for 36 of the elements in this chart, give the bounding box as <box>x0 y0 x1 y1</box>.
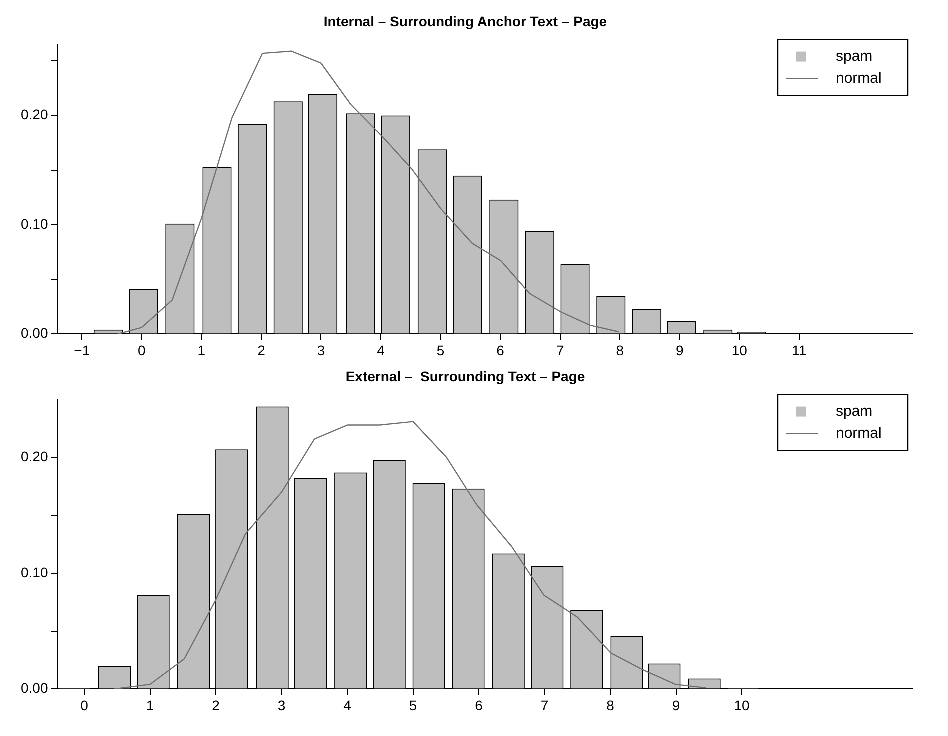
x-tick-label: 5 <box>409 697 418 714</box>
x-tick-label: 5 <box>436 342 445 358</box>
y-tick-label: 0.00 <box>21 680 48 696</box>
x-tick-label: 0 <box>138 342 146 358</box>
x-tick-label: 1 <box>146 697 154 714</box>
y-tick-label: 0.00 <box>21 325 48 342</box>
chart-title: External – Surrounding Text – Page <box>346 368 586 384</box>
x-tick-label: 9 <box>676 342 684 358</box>
x-tick-label: 6 <box>475 697 484 714</box>
x-tick-label: 3 <box>317 342 326 358</box>
x-tick-label: −1 <box>74 342 90 358</box>
legend-label: normal <box>836 70 882 87</box>
y-tick-label: 0.10 <box>21 564 48 580</box>
chart-title: Internal – Surrounding Anchor Text – Page <box>324 13 608 30</box>
legend-label: spam <box>836 48 873 65</box>
x-tick-label: 8 <box>616 342 624 358</box>
x-tick-label: 3 <box>278 697 286 714</box>
legend-label: normal <box>836 424 882 442</box>
x-tick-label: 4 <box>377 342 386 358</box>
x-tick-label: 6 <box>496 342 505 358</box>
x-tick-label: 10 <box>734 697 750 714</box>
x-tick-label: 2 <box>212 697 220 714</box>
x-tick-label: 8 <box>606 697 615 714</box>
x-tick-label: 0 <box>80 697 89 714</box>
x-tick-label: 7 <box>556 342 564 358</box>
legend-label: spam <box>836 402 873 420</box>
x-tick-label: 1 <box>198 342 206 358</box>
x-tick-label: 2 <box>258 342 266 358</box>
x-tick-label: 11 <box>792 342 807 358</box>
y-tick-label: 0.20 <box>21 106 48 123</box>
x-tick-label: 9 <box>672 697 680 714</box>
x-tick-label: 4 <box>344 697 352 714</box>
y-tick-label: 0.10 <box>21 216 48 232</box>
x-tick-label: 10 <box>732 342 748 358</box>
x-tick-label: 7 <box>540 697 549 714</box>
y-tick-label: 0.20 <box>21 448 48 465</box>
